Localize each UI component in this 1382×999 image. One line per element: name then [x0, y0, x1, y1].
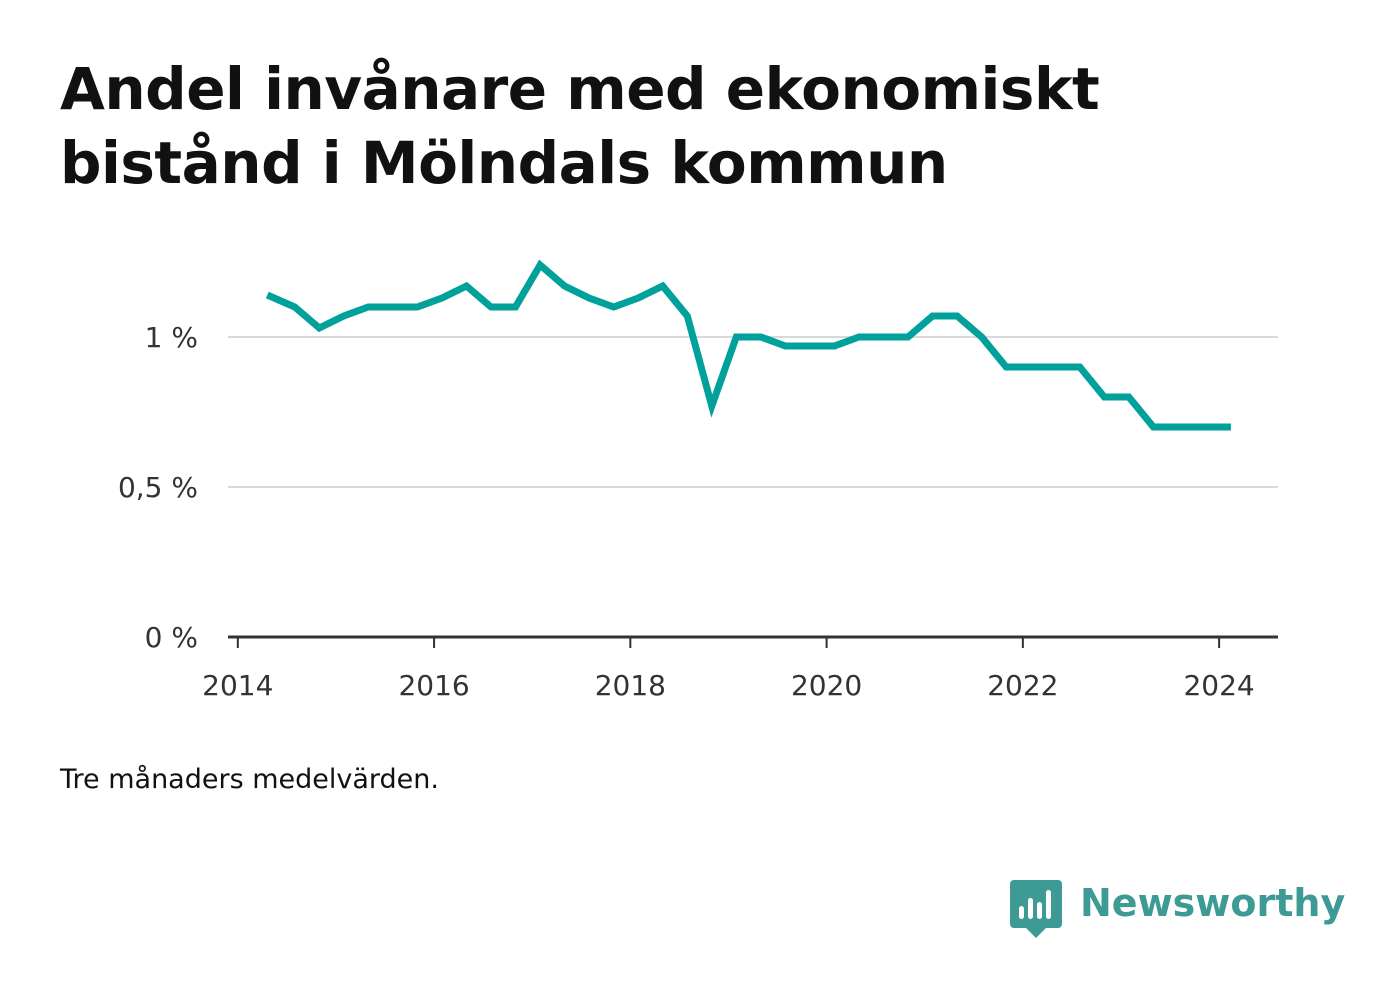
brand: Newsworthy	[1010, 878, 1345, 942]
x-tick-label: 2024	[1183, 669, 1254, 702]
x-tick-label: 2020	[791, 669, 862, 702]
x-axis: 2014 2016 2018 2020 2022 2024	[202, 635, 1278, 702]
y-axis-labels: 0 % 0,5 % 1 %	[118, 321, 198, 654]
x-tick-label: 2018	[595, 669, 666, 702]
series-line	[265, 259, 1231, 431]
x-tick-label: 2022	[987, 669, 1058, 702]
x-tick-label: 2014	[202, 669, 273, 702]
chart-note: Tre månaders medelvärden.	[60, 764, 439, 795]
y-tick-label: 0,5 %	[118, 471, 198, 504]
series-layer	[265, 259, 1231, 431]
chart-title: Andel invånare med ekonomiskt bistånd i …	[60, 55, 1100, 197]
newsworthy-bar-chart-icon	[1010, 880, 1062, 938]
y-tick-label: 0 %	[145, 621, 198, 654]
gridlines	[228, 336, 1278, 488]
brand-name: Newsworthy	[1080, 881, 1346, 925]
x-tick-label: 2016	[398, 669, 469, 702]
y-tick-label: 1 %	[145, 321, 198, 354]
